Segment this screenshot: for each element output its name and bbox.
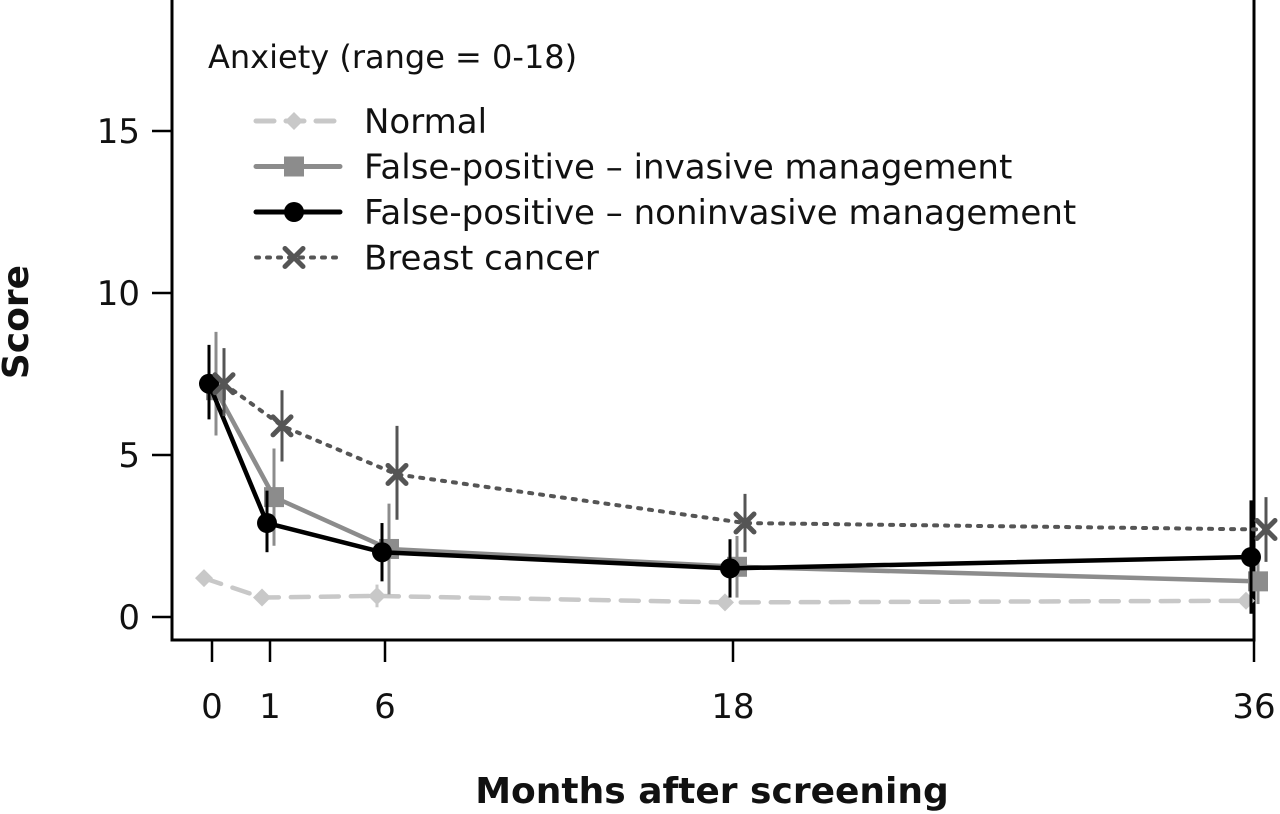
legend: Anxiety (range = 0-18) Normal False-positi… — [208, 38, 1076, 279]
x-axis: 0 1 6 18 36 — [201, 640, 1276, 727]
y-tick-label: 10 — [97, 274, 140, 314]
circle-marker — [720, 558, 740, 579]
plot-frame — [170, 0, 1256, 642]
series-group — [199, 344, 1261, 614]
y-tick-label: 5 — [118, 436, 140, 476]
diamond-marker — [368, 586, 386, 605]
legend-title: Anxiety (range = 0-18) — [208, 38, 577, 76]
legend-label: Breast cancer — [364, 239, 599, 279]
series-group — [212, 348, 1278, 562]
square-marker — [284, 156, 304, 177]
y-tick-label: 0 — [118, 598, 140, 638]
circle-marker — [257, 513, 277, 534]
x-marker — [1254, 518, 1278, 542]
x-marker — [733, 511, 757, 535]
x-tick-label: 0 — [201, 687, 223, 727]
series-layer — [195, 331, 1278, 614]
legend-label: False-positive – noninvasive management — [364, 193, 1076, 233]
x-tick-label: 6 — [374, 687, 396, 727]
x-marker — [385, 462, 409, 486]
square-marker — [264, 487, 284, 508]
y-axis: 0 5 10 15 — [97, 112, 172, 638]
legend-label: Normal — [364, 102, 487, 142]
x-marker — [270, 414, 294, 438]
x-tick-label: 36 — [1232, 687, 1275, 727]
series-line — [201, 575, 1249, 605]
legend-label: False-positive – invasive management — [364, 148, 1012, 188]
x-tick-label: 1 — [259, 687, 281, 727]
diamond-marker — [716, 593, 734, 612]
circle-marker — [199, 373, 219, 394]
x-marker — [212, 372, 236, 396]
x-axis-label: Months after screening — [475, 771, 949, 812]
circle-marker — [284, 202, 304, 222]
y-tick-label: 15 — [97, 112, 140, 152]
diamond-marker — [285, 112, 303, 130]
square-marker — [1248, 571, 1268, 592]
circle-marker — [1241, 547, 1261, 568]
x-marker — [282, 246, 306, 269]
diamond-marker — [253, 588, 271, 607]
x-tick-label: 18 — [711, 687, 754, 727]
y-axis-label: Score — [0, 265, 37, 379]
diamond-marker — [195, 569, 213, 588]
circle-marker — [372, 542, 392, 563]
